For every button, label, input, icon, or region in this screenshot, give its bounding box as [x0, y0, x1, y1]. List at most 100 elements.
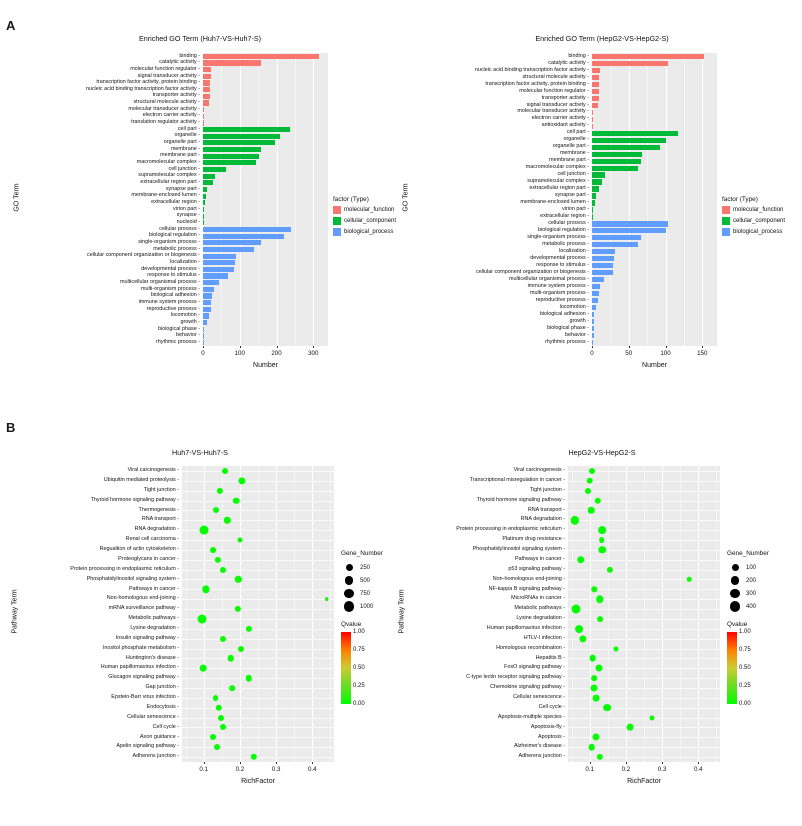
- data-point[interactable]: [212, 694, 219, 701]
- y-axis-tick-label: transcription factor activity, protein b…: [96, 79, 200, 86]
- color-legend[interactable]: 1.00 0.75 0.50 0.25 0.00: [727, 629, 769, 707]
- data-point[interactable]: [199, 664, 207, 672]
- data-point[interactable]: [589, 655, 596, 662]
- data-point[interactable]: [649, 715, 655, 721]
- data-point[interactable]: [219, 635, 226, 642]
- data-point[interactable]: [588, 743, 595, 751]
- data-point[interactable]: [209, 546, 216, 553]
- data-point[interactable]: [215, 556, 222, 563]
- data-point[interactable]: [570, 516, 579, 525]
- data-point[interactable]: [590, 684, 598, 692]
- data-point[interactable]: [596, 595, 604, 603]
- data-point[interactable]: [626, 724, 634, 731]
- data-point[interactable]: [606, 566, 613, 573]
- data-point[interactable]: [224, 517, 231, 524]
- data-point[interactable]: [591, 675, 597, 681]
- bar: [203, 286, 214, 292]
- data-point[interactable]: [598, 537, 605, 543]
- data-point[interactable]: [213, 507, 220, 514]
- data-point[interactable]: [219, 724, 226, 731]
- legend-item[interactable]: biological_process: [722, 228, 785, 236]
- data-point[interactable]: [579, 635, 587, 643]
- size-legend-item[interactable]: 750: [341, 587, 383, 600]
- size-legend-item[interactable]: 200: [727, 574, 769, 587]
- data-point[interactable]: [594, 497, 601, 504]
- data-point[interactable]: [197, 614, 207, 624]
- y-axis-tick-label: NF-kappa B signaling pathway -: [488, 585, 565, 592]
- size-legend-item[interactable]: 1000: [341, 600, 383, 613]
- data-point[interactable]: [245, 625, 253, 632]
- y-axis-tick-label: organelle -: [174, 132, 200, 139]
- data-point[interactable]: [598, 546, 607, 554]
- size-legend-item[interactable]: 100: [727, 561, 769, 574]
- data-point[interactable]: [201, 585, 210, 593]
- x-axis-title: RichFactor: [627, 778, 661, 785]
- data-point[interactable]: [613, 645, 619, 652]
- data-point[interactable]: [237, 537, 243, 543]
- data-point[interactable]: [250, 753, 257, 761]
- data-point[interactable]: [585, 487, 592, 494]
- size-legend-item[interactable]: 250: [341, 561, 383, 574]
- data-point[interactable]: [586, 477, 594, 485]
- data-point[interactable]: [222, 467, 229, 474]
- data-point[interactable]: [592, 694, 600, 702]
- data-point[interactable]: [219, 566, 226, 573]
- y-axis-tick-label: Tight junction -: [143, 486, 179, 493]
- legend-item[interactable]: molecular_function: [333, 206, 396, 214]
- legend-item[interactable]: molecular_function: [722, 206, 785, 214]
- data-point[interactable]: [574, 624, 583, 633]
- gridline-horizontal: [568, 697, 720, 699]
- data-point[interactable]: [233, 497, 240, 504]
- data-point[interactable]: [687, 577, 692, 582]
- y-axis-tick-label: nucleoid -: [176, 219, 200, 225]
- data-point[interactable]: [229, 685, 235, 691]
- legend-item[interactable]: biological_process: [333, 228, 396, 236]
- gridline-horizontal: [568, 717, 720, 719]
- legend-item[interactable]: cellular_component: [333, 217, 396, 225]
- data-point[interactable]: [237, 645, 244, 652]
- data-point[interactable]: [199, 525, 209, 535]
- data-point[interactable]: [234, 605, 242, 613]
- data-point[interactable]: [215, 704, 223, 711]
- data-point[interactable]: [596, 753, 603, 761]
- bar: [592, 123, 594, 129]
- x-axis-tick-label: 0: [201, 350, 205, 357]
- data-point[interactable]: [588, 467, 595, 474]
- bar: [203, 300, 212, 306]
- y-axis-tick-label: macromolecular complex -: [525, 164, 589, 171]
- data-point[interactable]: [587, 507, 595, 514]
- data-point[interactable]: [591, 586, 597, 593]
- data-point[interactable]: [214, 744, 221, 751]
- y-axis-tick-label: molecular function regulator -: [130, 65, 200, 72]
- x-axis-tick: [239, 762, 241, 764]
- data-point[interactable]: [238, 477, 246, 485]
- data-point[interactable]: [210, 734, 217, 741]
- data-point[interactable]: [234, 576, 242, 583]
- legend-item-label: biological_process: [733, 229, 783, 235]
- y-axis-tick-label: cell part -: [177, 125, 200, 132]
- size-legend-item[interactable]: 300: [727, 587, 769, 600]
- size-legend-dot-wrap: [341, 564, 357, 571]
- data-point[interactable]: [592, 733, 600, 741]
- data-point[interactable]: [598, 526, 607, 534]
- data-point[interactable]: [245, 674, 253, 682]
- y-axis-tick-label: molecular transducer activity -: [517, 108, 589, 115]
- y-axis-tick-label: Transcriptional misregulation in cancer …: [469, 477, 565, 483]
- data-point[interactable]: [218, 714, 225, 721]
- data-point[interactable]: [596, 664, 603, 672]
- data-point[interactable]: [576, 555, 585, 564]
- color-legend[interactable]: 1.00 0.75 0.50 0.25 0.00: [341, 629, 383, 707]
- bar: [592, 318, 595, 325]
- bar: [203, 273, 228, 279]
- data-point[interactable]: [603, 703, 611, 712]
- size-legend-item[interactable]: 400: [727, 600, 769, 613]
- data-point[interactable]: [324, 597, 329, 602]
- y-axis-tick-label: Pathways in cancer -: [514, 555, 565, 562]
- legend-item[interactable]: cellular_component: [722, 217, 785, 225]
- size-legend-item[interactable]: 500: [341, 574, 383, 587]
- data-point[interactable]: [571, 604, 581, 614]
- data-point[interactable]: [596, 616, 603, 622]
- go-chart-hepg2: Enriched GO Term (HepG2-VS-HepG2-S) bindi…: [402, 28, 802, 390]
- data-point[interactable]: [227, 655, 235, 662]
- data-point[interactable]: [216, 487, 224, 494]
